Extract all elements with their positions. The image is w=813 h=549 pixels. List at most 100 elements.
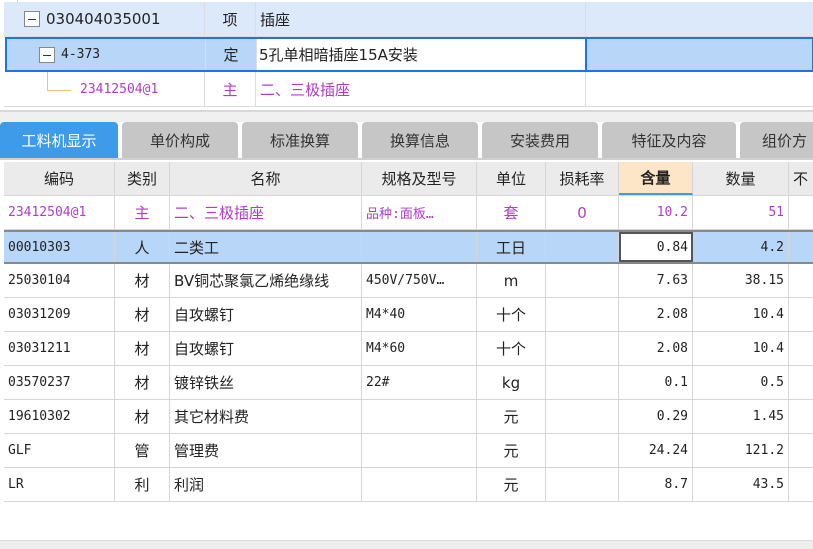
collapse-icon[interactable] (24, 11, 40, 27)
tree-name-input[interactable]: 5孔单相暗插座15A安装 (257, 39, 587, 70)
cell-category[interactable]: 管 (115, 434, 170, 467)
col-unit[interactable]: 单位 (477, 162, 546, 195)
cell-category[interactable]: 材 (115, 400, 170, 433)
cell-category[interactable]: 材 (115, 298, 170, 331)
cell-more[interactable] (789, 468, 813, 501)
cell-code[interactable]: 00010303 (4, 232, 115, 262)
cell-more[interactable] (789, 366, 813, 399)
cell-spec[interactable] (362, 468, 477, 501)
cell-loss-rate[interactable] (546, 298, 619, 331)
tree-row-selected[interactable]: 4-373 定 5孔单相暗插座15A安装 (5, 37, 813, 72)
tab-features[interactable]: 特征及内容 (602, 122, 736, 158)
cell-name[interactable]: 镀锌铁丝 (170, 366, 362, 399)
tab-unit-price[interactable]: 单价构成 (122, 122, 238, 158)
cell-more[interactable] (789, 400, 813, 433)
cell-name[interactable]: 自攻螺钉 (170, 332, 362, 365)
tab-install-fee[interactable]: 安装费用 (482, 122, 598, 158)
cell-quantity[interactable]: 0.5 (693, 366, 789, 399)
cell-quantity[interactable]: 51 (693, 196, 789, 229)
cell-code[interactable]: 03031211 (4, 332, 115, 365)
cell-loss-rate[interactable] (546, 264, 619, 297)
cell-category[interactable]: 材 (115, 264, 170, 297)
cell-spec[interactable]: 450V/750V… (362, 264, 477, 297)
cell-code[interactable]: 25030104 (4, 264, 115, 297)
cell-more[interactable] (789, 196, 813, 229)
cell-content[interactable]: 0.84 (619, 232, 693, 262)
cell-code[interactable]: GLF (4, 434, 115, 467)
table-row[interactable]: 03031211 材自攻螺钉 M4*60 十个 2.08 10.4 (4, 332, 813, 366)
cell-category[interactable]: 主 (115, 196, 170, 229)
horizontal-scrollbar[interactable] (0, 540, 813, 549)
cell-spec[interactable]: 品种:面板… (362, 196, 477, 229)
col-name[interactable]: 名称 (170, 162, 362, 195)
cell-loss-rate[interactable] (546, 232, 619, 262)
cell-more[interactable] (789, 332, 813, 365)
cell-content[interactable]: 7.63 (619, 264, 693, 297)
col-content[interactable]: 含量 (619, 162, 693, 195)
cell-code[interactable]: LR (4, 468, 115, 501)
cell-category[interactable]: 人 (115, 232, 170, 262)
cell-quantity[interactable]: 1.45 (693, 400, 789, 433)
cell-spec[interactable]: M4*40 (362, 298, 477, 331)
cell-quantity[interactable]: 4.2 (693, 232, 789, 262)
cell-loss-rate[interactable] (546, 434, 619, 467)
col-code[interactable]: 编码 (4, 162, 115, 195)
cell-loss-rate[interactable] (546, 400, 619, 433)
table-row[interactable]: LR 利利润 元 8.7 43.5 (4, 468, 813, 502)
collapse-icon[interactable] (39, 46, 55, 63)
cell-quantity[interactable]: 38.15 (693, 264, 789, 297)
cell-name[interactable]: 管理费 (170, 434, 362, 467)
col-quantity[interactable]: 数量 (693, 162, 789, 195)
cell-more[interactable] (789, 232, 813, 262)
cell-name[interactable]: 二类工 (170, 232, 362, 262)
tab-pricing-plan[interactable]: 组价方 (740, 122, 813, 158)
col-category[interactable]: 类别 (115, 162, 170, 195)
cell-unit[interactable]: 元 (477, 468, 546, 501)
tab-standard-conversion[interactable]: 标准换算 (242, 122, 358, 158)
cell-name[interactable]: 其它材料费 (170, 400, 362, 433)
cell-code[interactable]: 19610302 (4, 400, 115, 433)
cell-category[interactable]: 利 (115, 468, 170, 501)
col-more[interactable]: 不 (789, 162, 813, 195)
table-row[interactable]: 00010303 人二类工 工日 0.84 4.2 (4, 230, 813, 264)
cell-more[interactable] (789, 298, 813, 331)
table-row[interactable]: 19610302 材其它材料费 元 0.29 1.45 (4, 400, 813, 434)
tree-row[interactable]: 23412504@1 主 二、三极插座 (4, 72, 813, 107)
table-row[interactable]: 25030104 材 BV铜芯聚氯乙烯绝缘线 450V/750V… m 7.63 38.15 (4, 264, 813, 298)
col-spec[interactable]: 规格及型号 (362, 162, 477, 195)
cell-content[interactable]: 8.7 (619, 468, 693, 501)
cell-name[interactable]: 二、三极插座 (170, 196, 362, 229)
cell-unit[interactable]: 工日 (477, 232, 546, 262)
cell-unit[interactable]: 十个 (477, 298, 546, 331)
cell-code[interactable]: 23412504@1 (4, 196, 115, 229)
cell-content[interactable]: 24.24 (619, 434, 693, 467)
cell-content[interactable]: 0.29 (619, 400, 693, 433)
cell-spec[interactable]: M4*60 (362, 332, 477, 365)
tab-conversion-info[interactable]: 换算信息 (362, 122, 478, 158)
cell-quantity[interactable]: 43.5 (693, 468, 789, 501)
tab-labor-material[interactable]: 工料机显示 (0, 122, 118, 158)
cell-category[interactable]: 材 (115, 366, 170, 399)
cell-quantity[interactable]: 121.2 (693, 434, 789, 467)
cell-unit[interactable]: 元 (477, 434, 546, 467)
cell-loss-rate[interactable] (546, 332, 619, 365)
tree-row[interactable]: 030404035001 项 插座 (4, 2, 813, 37)
cell-unit[interactable]: m (477, 264, 546, 297)
cell-loss-rate[interactable]: 0 (546, 196, 619, 229)
cell-quantity[interactable]: 10.4 (693, 298, 789, 331)
cell-unit[interactable]: 元 (477, 400, 546, 433)
col-loss-rate[interactable]: 损耗率 (546, 162, 619, 195)
cell-unit[interactable]: 十个 (477, 332, 546, 365)
cell-spec[interactable] (362, 400, 477, 433)
cell-content[interactable]: 0.1 (619, 366, 693, 399)
cell-code[interactable]: 03570237 (4, 366, 115, 399)
cell-spec[interactable]: 22# (362, 366, 477, 399)
cell-spec[interactable] (362, 232, 477, 262)
cell-quantity[interactable]: 10.4 (693, 332, 789, 365)
table-row[interactable]: 23412504@1 主二、三极插座 品种:面板… 套 0 10.2 51 (4, 196, 813, 230)
table-row[interactable]: GLF 管管理费 元 24.24 121.2 (4, 434, 813, 468)
cell-name[interactable]: 利润 (170, 468, 362, 501)
cell-name[interactable]: BV铜芯聚氯乙烯绝缘线 (170, 264, 362, 297)
cell-content[interactable]: 2.08 (619, 298, 693, 331)
cell-more[interactable] (789, 434, 813, 467)
